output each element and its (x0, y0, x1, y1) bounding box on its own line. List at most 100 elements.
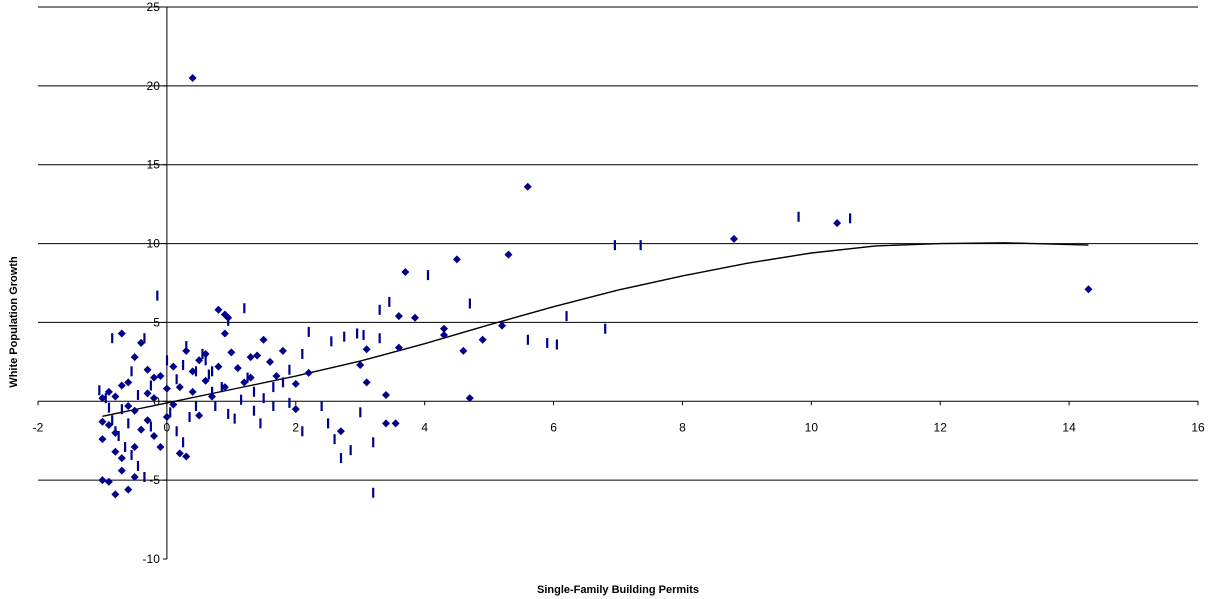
data-point-diamond (259, 335, 268, 344)
x-tick-label: 10 (805, 420, 819, 434)
data-point-dash (349, 445, 352, 456)
data-point-diamond (382, 390, 390, 399)
data-point-dash (175, 374, 178, 385)
data-point-diamond (246, 353, 255, 362)
x-axis-title: Single-Family Building Permits (537, 584, 699, 596)
data-point-diamond (459, 346, 468, 355)
data-point-dash (613, 240, 616, 251)
data-point-diamond (266, 357, 274, 366)
data-point-dash (252, 386, 256, 397)
x-tick-label: -2 (33, 420, 44, 434)
x-tick-label: 4 (421, 420, 428, 434)
data-point-diamond (98, 394, 107, 403)
x-tick-label: 0 (164, 420, 171, 434)
data-point-dash (165, 355, 169, 366)
data-point-dash (797, 211, 800, 222)
data-point-diamond (117, 466, 126, 475)
data-point-diamond (143, 416, 152, 425)
data-point-dash (468, 298, 471, 309)
data-point-dash (127, 418, 130, 429)
data-point-diamond (240, 378, 249, 387)
data-point-diamond (169, 362, 178, 371)
data-point-dash (227, 408, 230, 419)
data-point-dash (136, 460, 140, 471)
data-point-diamond (440, 331, 448, 340)
data-point-dash (320, 401, 323, 412)
data-point-diamond (272, 372, 281, 381)
data-point-diamond (220, 383, 229, 392)
data-point-diamond (169, 400, 178, 409)
data-point-diamond (137, 425, 146, 434)
data-point-dash (143, 471, 146, 482)
data-point-diamond (104, 387, 113, 396)
data-point-dash (301, 348, 304, 359)
data-point-dash (104, 393, 107, 404)
data-point-diamond (195, 356, 204, 365)
gridlines (38, 6, 1198, 481)
x-tick-label: 6 (550, 420, 557, 434)
data-point-dash (426, 270, 430, 281)
data-point-dash (201, 348, 204, 359)
data-point-dash (194, 366, 198, 377)
data-point-diamond (188, 73, 197, 82)
data-point-dash (288, 397, 291, 408)
data-point-diamond (98, 476, 107, 485)
data-point-dash (378, 333, 381, 344)
data-point-dash (526, 334, 529, 345)
data-point-diamond (150, 394, 158, 403)
y-axis-title: White Population Growth (8, 256, 20, 388)
data-point-dash (362, 330, 365, 341)
data-point-dash (107, 402, 111, 413)
data-point-diamond (150, 373, 158, 382)
data-point-diamond (111, 447, 120, 456)
data-point-dash (143, 333, 146, 344)
x-tick-label: 2 (292, 420, 299, 434)
data-point-diamond (111, 392, 120, 401)
data-point-diamond (130, 472, 139, 481)
data-point-diamond (233, 364, 242, 373)
data-point-dash (252, 405, 256, 416)
data-point-diamond (182, 452, 191, 461)
data-point-dash (356, 328, 359, 339)
data-point-diamond (201, 349, 210, 358)
data-point-diamond (124, 378, 133, 387)
data-point-dash (243, 303, 246, 314)
data-point-dash (175, 426, 178, 437)
data-point-dash (182, 437, 185, 448)
y-tick-label: 5 (153, 315, 160, 329)
data-point-dash (330, 336, 333, 347)
data-point-diamond (175, 449, 184, 458)
data-point-diamond (130, 443, 139, 452)
x-tick-label: 12 (934, 420, 948, 434)
data-points (98, 73, 1093, 499)
y-tick-label: -5 (149, 473, 160, 487)
data-point-diamond (130, 353, 139, 362)
data-point-dash (372, 487, 375, 498)
data-point-dash (111, 333, 114, 344)
data-point-dash (604, 323, 607, 334)
data-point-dash (211, 366, 214, 377)
data-point-dash (240, 394, 243, 405)
data-point-dash (149, 421, 152, 432)
data-point-diamond (195, 411, 204, 420)
data-point-diamond (104, 477, 113, 486)
data-point-diamond (175, 383, 184, 392)
data-point-diamond (362, 378, 371, 387)
data-point-diamond (156, 443, 165, 452)
data-point-diamond (291, 379, 300, 388)
data-point-diamond (111, 490, 120, 499)
data-point-diamond (391, 419, 400, 428)
data-point-diamond (523, 182, 532, 191)
data-point-diamond (214, 305, 223, 314)
data-point-diamond (246, 373, 255, 382)
data-point-diamond (253, 351, 262, 360)
data-point-diamond (440, 324, 448, 333)
data-point-dash (220, 382, 223, 393)
y-tick-label: 20 (147, 79, 161, 93)
data-point-dash (111, 415, 114, 426)
data-point-dash (114, 426, 117, 437)
data-point-dash (378, 304, 381, 315)
data-point-dash (130, 366, 133, 377)
axes (37, 6, 1199, 560)
data-point-diamond (382, 419, 390, 428)
